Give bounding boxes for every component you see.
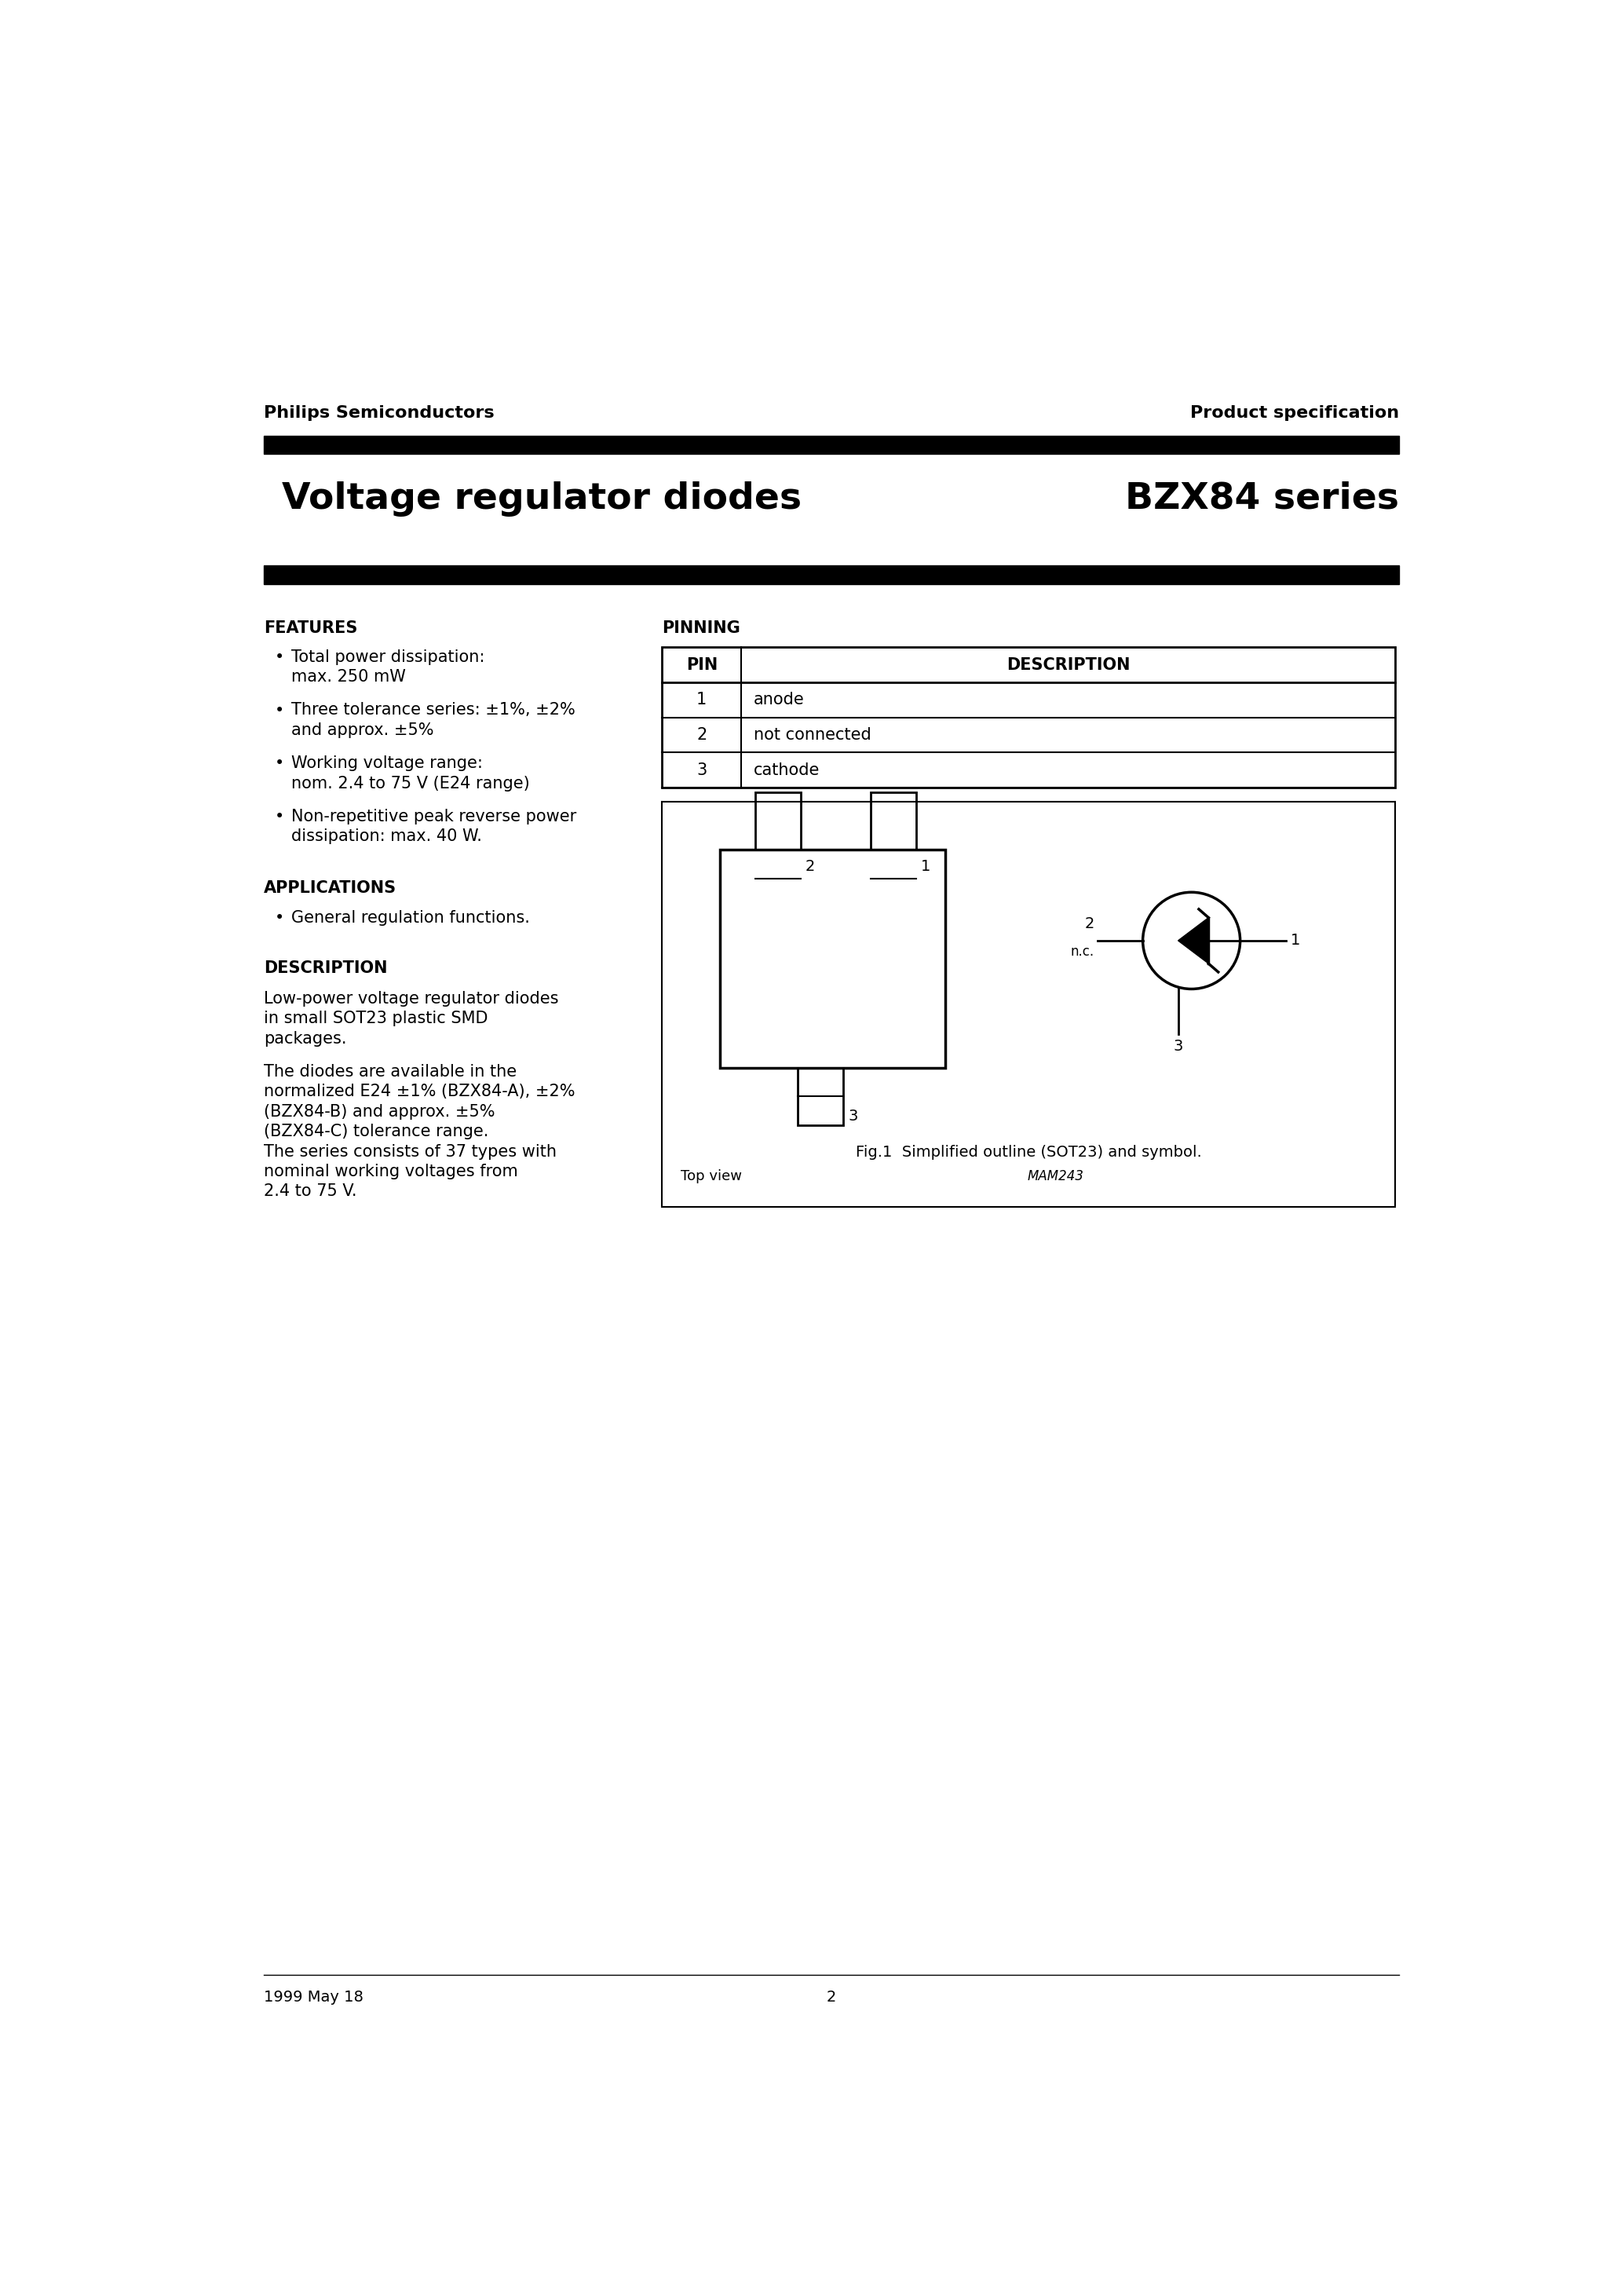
Text: Top view: Top view: [680, 1169, 741, 1182]
Text: n.c.: n.c.: [1071, 944, 1095, 957]
Text: not connected: not connected: [753, 728, 871, 744]
Text: Three tolerance series: ±1%, ±2%: Three tolerance series: ±1%, ±2%: [290, 703, 574, 719]
Text: Non-repetitive peak reverse power: Non-repetitive peak reverse power: [290, 808, 576, 824]
Text: 2: 2: [806, 859, 816, 875]
Text: nom. 2.4 to 75 V (E24 range): nom. 2.4 to 75 V (E24 range): [290, 776, 529, 792]
Text: •: •: [274, 912, 284, 925]
Text: 1999 May 18: 1999 May 18: [264, 1991, 363, 2004]
Text: 1: 1: [696, 691, 707, 707]
Text: normalized E24 ±1% (BZX84-A), ±2%: normalized E24 ±1% (BZX84-A), ±2%: [264, 1084, 574, 1100]
Text: 1: 1: [921, 859, 931, 875]
Text: Product specification: Product specification: [1191, 406, 1398, 420]
Text: PINNING: PINNING: [662, 620, 740, 636]
Text: 3: 3: [696, 762, 707, 778]
Bar: [798, 1068, 843, 1125]
Text: DESCRIPTION: DESCRIPTION: [1006, 657, 1131, 673]
Text: Total power dissipation:: Total power dissipation:: [290, 650, 485, 666]
Text: (BZX84-B) and approx. ±5%: (BZX84-B) and approx. ±5%: [264, 1104, 495, 1120]
Bar: [754, 792, 801, 850]
Text: dissipation: max. 40 W.: dissipation: max. 40 W.: [290, 829, 482, 845]
Text: in small SOT23 plastic SMD: in small SOT23 plastic SMD: [264, 1010, 488, 1026]
Text: packages.: packages.: [264, 1031, 347, 1047]
Text: BZX84 series: BZX84 series: [1126, 482, 1398, 517]
Text: PIN: PIN: [686, 657, 717, 673]
Text: 1: 1: [1291, 932, 1301, 948]
Text: APPLICATIONS: APPLICATIONS: [264, 879, 396, 895]
Text: The series consists of 37 types with: The series consists of 37 types with: [264, 1143, 556, 1159]
Text: DESCRIPTION: DESCRIPTION: [264, 960, 388, 976]
Bar: [662, 801, 1395, 1208]
Text: •: •: [274, 755, 284, 771]
Text: cathode: cathode: [753, 762, 819, 778]
Text: Low-power voltage regulator diodes: Low-power voltage regulator diodes: [264, 992, 558, 1006]
Text: 2: 2: [696, 728, 707, 744]
Text: 2: 2: [827, 1991, 835, 2004]
Bar: [871, 792, 916, 850]
Text: max. 250 mW: max. 250 mW: [290, 668, 406, 684]
Text: General regulation functions.: General regulation functions.: [290, 912, 529, 925]
Text: •: •: [274, 650, 284, 666]
Text: FEATURES: FEATURES: [264, 620, 357, 636]
Text: Voltage regulator diodes: Voltage regulator diodes: [282, 482, 801, 517]
Text: MAM243: MAM243: [1027, 1169, 1083, 1182]
Text: (BZX84-C) tolerance range.: (BZX84-C) tolerance range.: [264, 1123, 488, 1139]
Text: and approx. ±5%: and approx. ±5%: [290, 723, 433, 737]
Text: nominal working voltages from: nominal working voltages from: [264, 1164, 517, 1180]
Text: The diodes are available in the: The diodes are available in the: [264, 1063, 516, 1079]
Text: 2.4 to 75 V.: 2.4 to 75 V.: [264, 1185, 357, 1199]
Text: •: •: [274, 808, 284, 824]
Text: Fig.1  Simplified outline (SOT23) and symbol.: Fig.1 Simplified outline (SOT23) and sym…: [856, 1146, 1202, 1159]
Bar: [264, 565, 1398, 583]
Bar: [264, 436, 1398, 455]
Text: Working voltage range:: Working voltage range:: [290, 755, 482, 771]
Text: Philips Semiconductors: Philips Semiconductors: [264, 406, 495, 420]
Bar: [720, 850, 946, 1068]
Text: 2: 2: [1085, 916, 1095, 932]
Bar: [662, 647, 1395, 788]
Text: •: •: [274, 703, 284, 719]
Text: 3: 3: [1173, 1040, 1182, 1054]
Text: anode: anode: [753, 691, 805, 707]
Text: 3: 3: [848, 1109, 858, 1123]
Polygon shape: [1178, 918, 1208, 964]
